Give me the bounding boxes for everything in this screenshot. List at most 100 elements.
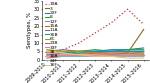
23B — [46, 58, 48, 59]
35B — [46, 56, 48, 57]
Line: 38: 38 — [47, 55, 144, 56]
38 — [127, 54, 128, 55]
15A — [94, 53, 96, 54]
19A — [62, 49, 64, 50]
3 — [127, 53, 128, 54]
33F — [46, 54, 48, 55]
Line: 19A: 19A — [47, 9, 144, 55]
3 — [94, 54, 96, 55]
6C — [111, 53, 112, 54]
33F — [111, 54, 112, 55]
23B — [111, 53, 112, 54]
33F — [78, 54, 80, 55]
10A — [62, 54, 64, 55]
11A — [127, 51, 128, 52]
19A — [111, 22, 112, 23]
16F — [46, 51, 48, 52]
Legend: 19A, 3, 22F, 8, 12F, 15A, 11A, 35B, 6C, 23B, 33F, 38, 10A, 24F, 16F: 19A, 3, 22F, 8, 12F, 15A, 11A, 35B, 6C, … — [44, 2, 59, 68]
Line: 10A: 10A — [47, 53, 144, 56]
22F — [46, 54, 48, 55]
12F — [78, 51, 80, 52]
6C — [78, 51, 80, 52]
3 — [143, 29, 145, 30]
35B — [78, 53, 80, 54]
12F — [62, 51, 64, 52]
35B — [62, 54, 64, 55]
38 — [78, 54, 80, 55]
22F — [143, 47, 145, 48]
8 — [111, 51, 112, 52]
19A — [46, 54, 48, 55]
8 — [143, 49, 145, 50]
15A — [111, 51, 112, 52]
24F — [46, 54, 48, 55]
35B — [111, 51, 112, 52]
Line: 16F: 16F — [47, 51, 144, 58]
12F — [143, 51, 145, 52]
3 — [111, 54, 112, 55]
12F — [127, 51, 128, 52]
6C — [127, 53, 128, 54]
11A — [46, 51, 48, 52]
33F — [143, 54, 145, 55]
8 — [46, 56, 48, 57]
15A — [46, 54, 48, 55]
24F — [127, 56, 128, 57]
12F — [94, 51, 96, 52]
16F — [62, 53, 64, 54]
10A — [111, 56, 112, 57]
11A — [78, 51, 80, 52]
38 — [62, 56, 64, 57]
Y-axis label: Serotypes, %: Serotypes, % — [27, 12, 32, 48]
6C — [46, 49, 48, 50]
33F — [94, 54, 96, 55]
23B — [127, 53, 128, 54]
15A — [143, 51, 145, 52]
Line: 8: 8 — [47, 50, 144, 56]
3 — [46, 56, 48, 57]
23B — [62, 56, 64, 57]
6C — [94, 53, 96, 54]
Line: 11A: 11A — [47, 50, 144, 53]
15A — [127, 51, 128, 52]
38 — [143, 54, 145, 55]
8 — [94, 49, 96, 50]
8 — [62, 54, 64, 55]
11A — [111, 51, 112, 52]
35B — [127, 51, 128, 52]
10A — [94, 54, 96, 55]
15A — [78, 53, 80, 54]
24F — [94, 56, 96, 57]
35B — [94, 51, 96, 52]
33F — [127, 54, 128, 55]
24F — [111, 56, 112, 57]
38 — [111, 54, 112, 55]
Line: 6C: 6C — [47, 50, 144, 53]
24F — [143, 56, 145, 57]
10A — [127, 56, 128, 57]
35B — [143, 51, 145, 52]
22F — [94, 51, 96, 52]
22F — [127, 49, 128, 50]
23B — [78, 54, 80, 55]
6C — [62, 51, 64, 52]
24F — [62, 56, 64, 57]
33F — [62, 54, 64, 55]
16F — [143, 58, 145, 59]
16F — [111, 56, 112, 57]
16F — [78, 54, 80, 55]
19A — [94, 32, 96, 33]
11A — [62, 49, 64, 50]
15A — [62, 54, 64, 55]
3 — [78, 56, 80, 57]
16F — [127, 58, 128, 59]
19A — [143, 24, 145, 25]
10A — [46, 53, 48, 54]
10A — [78, 54, 80, 55]
8 — [127, 49, 128, 50]
22F — [111, 49, 112, 50]
Line: 23B: 23B — [47, 53, 144, 58]
12F — [46, 53, 48, 54]
11A — [94, 51, 96, 52]
22F — [62, 53, 64, 54]
